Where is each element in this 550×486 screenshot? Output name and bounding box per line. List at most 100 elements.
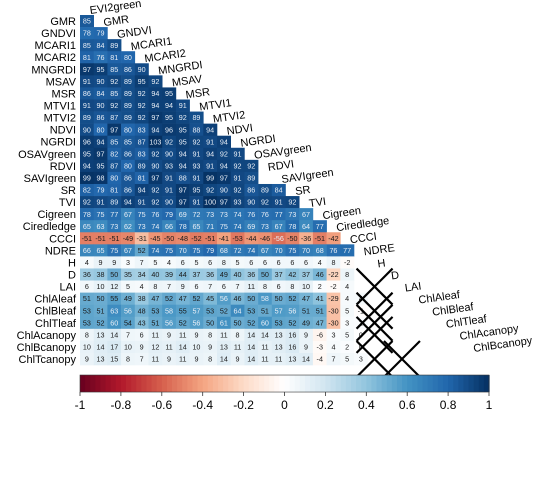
colorbar-segment	[136, 375, 142, 393]
heatmap-cell	[230, 340, 245, 354]
heatmap-cell	[203, 316, 218, 330]
cell-value-label: 73	[288, 210, 296, 219]
colorbar-segment	[442, 375, 449, 393]
heatmap-cell	[175, 232, 190, 245]
cell-value-label: 92	[206, 186, 214, 195]
heatmap-cell	[312, 340, 327, 354]
heatmap-cell	[189, 171, 204, 185]
heatmap-cell	[312, 352, 327, 366]
heatmap-cell	[80, 328, 94, 342]
heatmap-cell	[93, 111, 108, 124]
colorbar-segment	[356, 375, 362, 393]
colorbar-segment	[105, 375, 112, 393]
heatmap-cell	[121, 328, 136, 342]
cell-value-label: 38	[97, 270, 105, 279]
heatmap-cell	[80, 304, 94, 318]
cell-value-label: 9	[236, 355, 240, 364]
diagonal-label: NDVI	[226, 122, 254, 138]
cell-value-label: 94	[179, 149, 187, 158]
heatmap-cell	[326, 268, 341, 281]
heatmap-cell	[312, 304, 327, 318]
heatmap-cell	[80, 244, 94, 257]
heatmap-cell	[217, 280, 231, 293]
heatmap-cell	[162, 316, 177, 330]
cell-value-label: 89	[247, 174, 255, 183]
heatmap-cell	[299, 304, 314, 318]
heatmap-cell	[134, 304, 149, 318]
colorbar-segment	[473, 375, 480, 393]
heatmap-cell	[80, 111, 94, 124]
heatmap-cell	[148, 352, 163, 366]
cell-value-label: 10	[97, 282, 105, 291]
heatmap-cell	[148, 268, 163, 281]
cell-value-label: 7	[140, 258, 144, 267]
heatmap-cell	[121, 304, 136, 318]
cell-value-label: 99	[206, 174, 214, 183]
cell-value-label: 92	[110, 101, 118, 110]
heatmap-cell	[258, 268, 273, 281]
row-label: SR	[61, 185, 76, 197]
diagonal-label: TVI	[308, 196, 327, 210]
heatmap-cell	[230, 256, 245, 269]
cell-value-label: 14	[261, 330, 269, 339]
colorbar-segment	[402, 375, 408, 393]
cell-value-label: 56	[124, 306, 132, 315]
colorbar-segment	[463, 375, 470, 393]
heatmap-cell	[217, 292, 231, 305]
cell-value-label: 3	[126, 258, 130, 267]
heatmap-cell	[340, 280, 355, 293]
heatmap-cell	[189, 208, 204, 221]
heatmap-cell	[148, 232, 163, 245]
cell-value-label: 52	[288, 294, 296, 303]
cell-value-label: 90	[83, 125, 91, 134]
cell-value-label: 92	[234, 186, 242, 195]
colorbar-segment	[376, 375, 383, 393]
heatmap-cell	[121, 208, 136, 221]
cell-value-label: -42	[328, 234, 338, 243]
cell-value-label: 63	[97, 222, 105, 231]
cell-value-label: 11	[261, 355, 268, 364]
heatmap-cell	[175, 171, 190, 185]
cell-value-label: 53	[206, 306, 214, 315]
cell-value-label: 95	[165, 113, 173, 122]
heatmap-cell	[162, 171, 177, 185]
heatmap-cell	[107, 256, 122, 269]
cell-value-label: 56	[192, 318, 200, 327]
colorbar-segment	[279, 375, 286, 393]
colorbar-tick-label: 0.2	[317, 398, 334, 412]
cell-value-label: 11	[179, 355, 186, 364]
diagonal-label: Cigreen	[322, 205, 362, 222]
cell-value-label: 67	[302, 210, 310, 219]
colorbar-segment	[202, 375, 209, 393]
cell-value-label: 52	[192, 294, 200, 303]
heatmap-cell	[244, 244, 259, 257]
heatmap-cell	[258, 256, 273, 269]
heatmap-cell	[285, 208, 300, 221]
heatmap-cell	[93, 63, 108, 76]
heatmap-cell	[189, 220, 204, 233]
heatmap-cell	[203, 147, 218, 161]
cell-value-label: 92	[138, 89, 146, 98]
cell-value-label: 79	[97, 186, 105, 195]
colorbar-segment	[269, 375, 275, 393]
cell-value-label: 8	[290, 282, 294, 291]
cell-value-label: 8	[208, 355, 212, 364]
heatmap-cell	[148, 304, 163, 318]
heatmap-cell	[93, 75, 108, 88]
heatmap-cell	[80, 280, 94, 293]
heatmap-cell	[107, 135, 122, 149]
heatmap-cell	[80, 63, 94, 76]
colorbar-segment	[437, 375, 444, 393]
heatmap-cell	[203, 352, 218, 366]
cell-value-label: 9	[167, 355, 171, 364]
colorbar-tick-label: 1	[486, 398, 493, 412]
colorbar-segment	[192, 375, 199, 393]
cell-value-label: 90	[97, 101, 105, 110]
heatmap-cell	[148, 111, 163, 124]
cell-value-label: 3	[359, 355, 363, 364]
cell-value-label: 67	[275, 222, 283, 231]
cell-value-label: 4	[331, 343, 335, 352]
cell-value-label: 97	[151, 113, 159, 122]
colorbar-segment	[483, 375, 490, 393]
heatmap-cell	[134, 63, 149, 76]
